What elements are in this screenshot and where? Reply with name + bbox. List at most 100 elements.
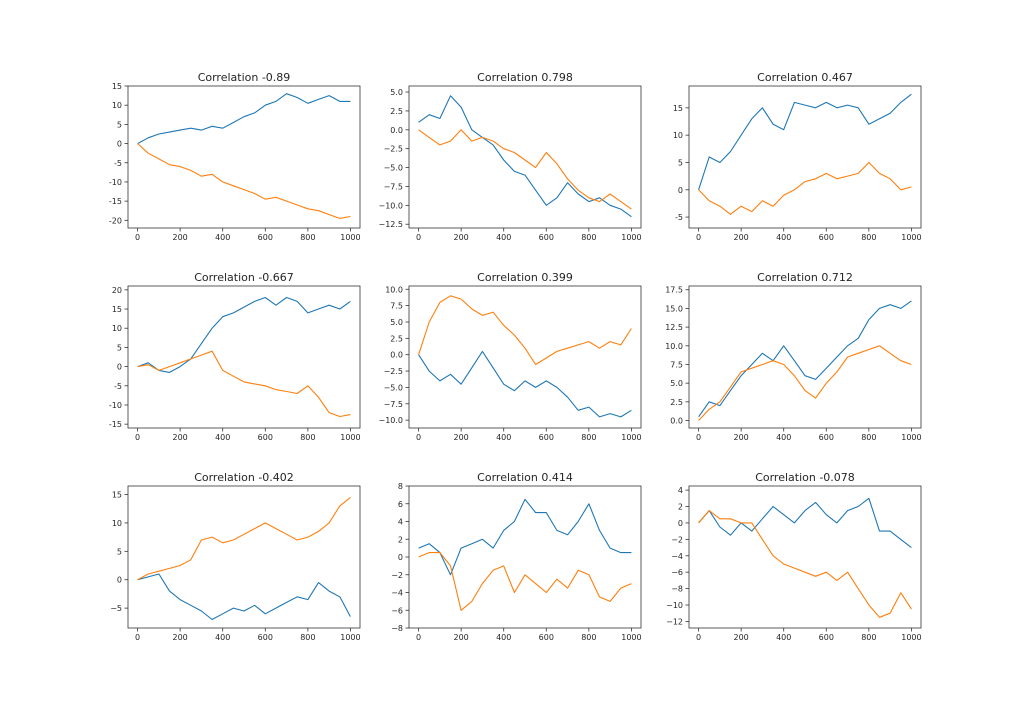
y-tick-label: 12.5 — [665, 323, 683, 332]
subplot-2: Correlation 0.798 0 200 400 600 800 1000 −12.5 −… — [378, 71, 641, 242]
series-2-line — [418, 129, 632, 210]
y-tick-label: 4 — [398, 518, 403, 527]
subplot-title: Correlation -0.89 — [198, 71, 291, 84]
axes-frame — [408, 285, 642, 429]
subplot-title: Correlation 0.414 — [477, 471, 573, 484]
y-tick-label: −5.0 — [384, 164, 403, 173]
x-tick-label: 200 — [454, 433, 469, 442]
x-tick-label: 400 — [215, 633, 230, 642]
x-tick-label: 0 — [416, 233, 421, 242]
x-tick-label: 200 — [173, 433, 188, 442]
y-tick-label: 2 — [678, 503, 683, 512]
x-tick-label: 400 — [496, 633, 511, 642]
x-tick-label: 600 — [819, 233, 834, 242]
y-tick-label: −8 — [391, 624, 403, 633]
subplot-title: Correlation 0.712 — [757, 271, 853, 284]
x-tick-label: 1000 — [901, 433, 921, 442]
y-tick-label: 0 — [117, 576, 122, 585]
x-tick-label: 800 — [300, 433, 315, 442]
x-tick-label: 400 — [496, 433, 511, 442]
y-tick-label: 5.0 — [390, 318, 403, 327]
x-tick-label: 800 — [300, 633, 315, 642]
subplot-5: Correlation 0.399 0 200 400 600 800 1000 −10.0 −… — [378, 271, 641, 442]
x-tick-label: 1000 — [621, 633, 641, 642]
y-tick-label: −6 — [671, 568, 683, 577]
subplot-title: Correlation 0.467 — [757, 71, 853, 84]
subplot-9: Correlation -0.078 0 200 400 600 800 1000 −12 −1… — [666, 471, 921, 642]
subplot-6: Correlation 0.712 0 200 400 600 800 1000 0.0 2.5… — [665, 271, 921, 442]
y-tick-label: 10.0 — [665, 342, 683, 351]
x-tick-label: 1000 — [340, 233, 360, 242]
y-tick-label: 10 — [112, 519, 122, 528]
x-tick-label: 600 — [539, 433, 554, 442]
y-tick-label: 2 — [398, 535, 403, 544]
y-tick-label: 5 — [678, 158, 683, 167]
axes-frame — [688, 485, 922, 629]
y-tick-label: -10 — [109, 401, 122, 410]
x-tick-label: 400 — [776, 233, 791, 242]
y-tick-label: −4 — [671, 552, 683, 561]
y-tick-label: 5.0 — [670, 379, 683, 388]
x-tick-label: 400 — [215, 233, 230, 242]
x-tick-label: 600 — [258, 633, 273, 642]
series-1-line — [418, 350, 632, 418]
axes-frame — [408, 85, 642, 229]
x-tick-label: 200 — [734, 433, 749, 442]
axes-frame — [127, 485, 361, 629]
x-tick-label: 800 — [861, 633, 876, 642]
series-2-line — [698, 161, 912, 215]
y-tick-label: −7.5 — [384, 400, 403, 409]
y-tick-label: −4 — [391, 589, 403, 598]
y-tick-label: 4 — [678, 486, 683, 495]
y-tick-label: 0 — [678, 186, 683, 195]
x-tick-label: 600 — [539, 233, 554, 242]
y-tick-label: 15.0 — [665, 304, 683, 313]
y-tick-label: 0 — [678, 519, 683, 528]
axes-frame — [688, 285, 922, 429]
y-tick-label: −2.5 — [384, 367, 403, 376]
x-tick-label: 400 — [496, 233, 511, 242]
y-tick-label: 7.5 — [670, 360, 683, 369]
y-tick-label: 17.5 — [665, 286, 683, 295]
series-2-line — [418, 552, 632, 611]
series-1-line — [137, 296, 351, 373]
y-tick-label: 0 — [117, 363, 122, 372]
subplot-title: Correlation 0.399 — [477, 271, 573, 284]
axes-frame — [127, 285, 361, 429]
y-tick-label: 8 — [398, 482, 403, 491]
x-tick-label: 200 — [173, 633, 188, 642]
y-tick-label: 0.0 — [390, 351, 403, 360]
x-tick-label: 200 — [734, 633, 749, 642]
y-tick-label: 10 — [112, 101, 122, 110]
y-tick-label: -5 — [675, 213, 683, 222]
y-tick-label: −10 — [666, 601, 683, 610]
y-tick-label: 7.5 — [390, 302, 403, 311]
x-tick-label: 0 — [135, 633, 140, 642]
y-tick-label: −10.0 — [378, 201, 403, 210]
x-tick-label: 800 — [861, 433, 876, 442]
x-tick-label: 1000 — [340, 633, 360, 642]
x-tick-label: 800 — [581, 233, 596, 242]
y-tick-label: 15 — [112, 305, 122, 314]
y-tick-label: 15 — [112, 82, 122, 91]
y-tick-label: 6 — [398, 500, 403, 509]
x-tick-label: 400 — [776, 633, 791, 642]
x-tick-label: 0 — [135, 433, 140, 442]
x-tick-label: 400 — [215, 433, 230, 442]
y-tick-label: −7.5 — [384, 182, 403, 191]
axes-frame — [688, 85, 922, 229]
y-tick-label: -20 — [109, 216, 122, 225]
y-tick-label: −2.5 — [384, 145, 403, 154]
y-tick-label: 10.0 — [385, 285, 403, 294]
y-tick-label: 10 — [673, 131, 683, 140]
y-tick-label: 5.0 — [390, 88, 403, 97]
subplot-title: Correlation -0.667 — [194, 271, 294, 284]
x-tick-label: 600 — [819, 433, 834, 442]
series-1-line — [137, 93, 351, 145]
y-tick-label: −5 — [110, 604, 122, 613]
x-tick-label: 600 — [258, 233, 273, 242]
series-1-line — [418, 498, 632, 576]
x-tick-label: 800 — [861, 233, 876, 242]
y-tick-label: -5 — [114, 159, 122, 168]
